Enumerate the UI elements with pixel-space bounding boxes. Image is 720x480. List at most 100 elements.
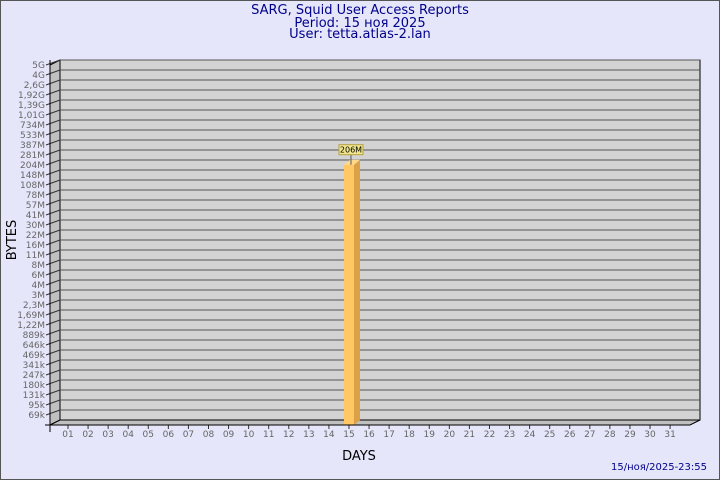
x-tick-label: 18	[403, 430, 415, 440]
x-tick-label: 08	[203, 430, 215, 440]
y-tick-label: 1,92G	[18, 91, 45, 101]
y-tick-mark	[45, 59, 61, 66]
y-tick-label: 281M	[20, 151, 45, 161]
y-tick-mark	[45, 139, 61, 146]
y-tick-label: 387M	[20, 141, 45, 151]
y-tick-label: 11M	[26, 251, 45, 261]
y-tick-label: 734M	[20, 121, 45, 131]
y-tick-label: 1,01G	[18, 111, 45, 121]
x-tick-label: 09	[223, 430, 235, 440]
y-tick-mark	[45, 219, 61, 226]
y-tick-mark	[45, 319, 61, 326]
x-tick-label: 03	[102, 430, 113, 440]
y-tick-label: 30M	[26, 221, 45, 231]
y-tick-label: 78M	[26, 191, 45, 201]
y-tick-mark	[45, 299, 61, 306]
chart-title: SARG, Squid User Access Reports	[251, 3, 469, 18]
x-tick-label: 02	[82, 430, 93, 440]
y-tick-label: 5G	[32, 61, 45, 71]
y-tick-label: 131k	[23, 391, 46, 401]
y-tick-mark	[45, 209, 61, 216]
y-tick-label: 6M	[32, 271, 46, 281]
y-tick-label: 646k	[23, 341, 46, 351]
y-tick-mark	[45, 369, 61, 376]
y-tick-mark	[45, 169, 61, 176]
x-tick-label: 31	[664, 430, 675, 440]
x-tick-label: 25	[544, 430, 555, 440]
y-tick-mark	[45, 109, 61, 116]
y-tick-label: 95k	[28, 401, 45, 411]
y-tick-label: 16M	[26, 241, 45, 251]
y-tick-label: 2,3M	[23, 301, 45, 311]
y-tick-mark	[45, 269, 61, 276]
x-tick-label: 29	[624, 430, 636, 440]
x-tick-label: 06	[163, 430, 175, 440]
x-tick-label: 23	[504, 430, 515, 440]
bar-value-box	[338, 144, 364, 156]
y-tick-label: 1,22M	[17, 321, 45, 331]
y-tick-label: 8M	[32, 261, 46, 271]
x-tick-label: 24	[524, 430, 536, 440]
y-tick-mark	[45, 259, 61, 266]
y-tick-mark	[45, 79, 61, 86]
y-axis-label: BYTES	[5, 220, 20, 261]
bar-day-15	[343, 164, 354, 425]
generated-timestamp: 15/ноя/2025-23:55	[611, 462, 707, 473]
x-tick-label: 21	[464, 430, 475, 440]
y-tick-mark	[45, 229, 61, 236]
floor	[49, 419, 701, 426]
y-tick-label: 69k	[28, 411, 45, 421]
bar-top	[343, 159, 360, 165]
y-tick-mark	[45, 69, 61, 76]
y-tick-mark	[45, 379, 61, 386]
y-tick-mark	[45, 179, 61, 186]
y-tick-mark	[45, 279, 61, 286]
y-tick-label: 2,6G	[24, 81, 45, 91]
x-tick-label: 12	[283, 430, 294, 440]
x-axis-label: DAYS	[342, 449, 376, 464]
y-tick-mark	[45, 99, 61, 106]
y-tick-label: 3M	[32, 291, 46, 301]
x-tick-label: 30	[644, 430, 656, 440]
y-tick-mark	[45, 359, 61, 366]
y-tick-label: 1,39G	[18, 101, 45, 111]
y-tick-mark	[45, 239, 61, 246]
x-tick-label: 04	[122, 430, 134, 440]
y-tick-label: 4M	[32, 281, 46, 291]
x-tick-label: 22	[484, 430, 495, 440]
chart-period: Period: 15 ноя 2025	[294, 16, 426, 31]
y-tick-label: 108M	[20, 181, 45, 191]
y-tick-mark	[45, 389, 61, 396]
y-tick-label: 889k	[23, 331, 46, 341]
x-tick-label: 14	[323, 430, 335, 440]
y-tick-label: 41M	[26, 211, 45, 221]
y-tick-label: 22M	[26, 231, 45, 241]
y-tick-mark	[45, 149, 61, 156]
x-tick-label: 27	[584, 430, 595, 440]
x-tick-label: 15	[343, 430, 354, 440]
y-tick-mark	[45, 309, 61, 316]
y-tick-mark	[45, 119, 61, 126]
x-tick-label: 13	[303, 430, 314, 440]
y-tick-mark	[45, 339, 61, 346]
y-tick-mark	[45, 349, 61, 356]
y-tick-label: 4G	[32, 71, 45, 81]
y-tick-mark	[45, 129, 61, 136]
x-tick-label: 19	[424, 430, 436, 440]
y-tick-mark	[45, 409, 61, 416]
y-tick-mark	[45, 199, 61, 206]
x-tick-label: 11	[263, 430, 274, 440]
y-tick-label: 469k	[23, 351, 46, 361]
y-tick-mark	[45, 399, 61, 406]
y-tick-mark	[45, 249, 61, 256]
x-tick-label: 26	[564, 430, 576, 440]
x-tick-label: 01	[62, 430, 73, 440]
y-tick-label: 148M	[20, 171, 45, 181]
y-tick-mark	[45, 89, 61, 96]
x-tick-label: 07	[183, 430, 194, 440]
x-tick-label: 17	[383, 430, 394, 440]
x-tick-label: 16	[363, 430, 375, 440]
x-tick-label: 28	[604, 430, 616, 440]
y-tick-label: 1,69M	[17, 311, 45, 321]
